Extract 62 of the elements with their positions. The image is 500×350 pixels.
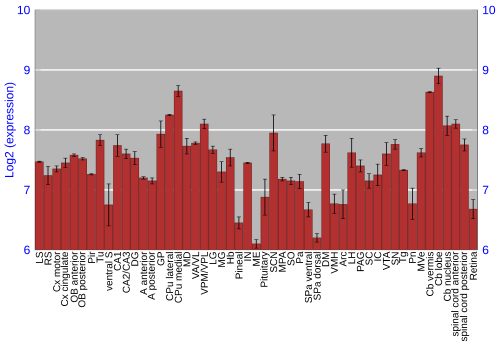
- x-tick-label: Pituitary: [260, 252, 270, 287]
- x-tick-label: OB posterior: [78, 252, 88, 308]
- x-tick-label: A anterior: [140, 252, 148, 295]
- y2-tick-label: 10: [483, 6, 496, 14]
- x-tick-label: OB anterior: [70, 252, 78, 302]
- x-tick-label: PAG: [356, 252, 364, 272]
- x-tick-label: VPM/VPL: [200, 252, 208, 295]
- x-tick-label: Arc: [340, 252, 347, 267]
- y2-tick-label: 9: [482, 66, 488, 74]
- x-tick-label: IC: [374, 252, 382, 261]
- x-tick-label: Pir: [88, 252, 96, 263]
- x-tick-label: SN: [392, 252, 399, 265]
- x-tick-label: Cb nucleus: [443, 252, 451, 302]
- y-tick-label: 6: [24, 246, 30, 254]
- y-tick-label: 10: [18, 6, 30, 14]
- x-tick-label: SC: [366, 252, 373, 265]
- x-tick-label: Pn: [408, 252, 416, 263]
- x-tick-label: DG: [131, 252, 138, 266]
- x-tick-label: SO: [287, 252, 294, 266]
- x-tick-label: SCN: [270, 252, 278, 272]
- y-tick-label: 9: [24, 66, 30, 74]
- y-tick-label: 8: [24, 126, 30, 134]
- x-tick-label: Retina: [470, 252, 477, 280]
- x-tick-label: MPA: [278, 252, 286, 272]
- x-tick-label: SPa dorsal: [313, 252, 321, 300]
- x-tick-label: CPu medial: [174, 252, 182, 303]
- x-tick-label: CPu lateral: [166, 252, 174, 301]
- x-tick-label: Cx cingulate: [60, 252, 70, 306]
- x-tick-label: spinal cord anterior: [451, 252, 460, 336]
- x-tick-label: RS: [44, 252, 52, 265]
- x-tick-label: IN: [244, 252, 252, 261]
- x-tick-label: A posterior: [147, 252, 157, 300]
- x-tick-label: LG: [209, 252, 216, 264]
- y2-tick-label: 8: [482, 126, 488, 134]
- x-tick-label: Hb: [226, 252, 234, 264]
- x-tick-label: LS: [36, 252, 43, 263]
- y2-tick-label: 7: [482, 186, 488, 194]
- x-tick-label: Pa: [296, 252, 304, 263]
- x-tick-label: Cb lobe: [434, 252, 442, 286]
- y-tick-label: 7: [24, 186, 30, 194]
- x-tick-label: GP: [157, 252, 164, 266]
- x-tick-label: MG: [218, 252, 226, 267]
- x-tick-label: Cb vermis: [426, 252, 434, 296]
- y2-tick-label: 6: [482, 246, 488, 254]
- x-tick-label: LH: [348, 252, 356, 264]
- x-tick-label: Pineal: [235, 252, 243, 279]
- x-tick-label: SPa ventral: [304, 252, 312, 303]
- x-tick-label: MVe: [418, 252, 425, 271]
- x-tick-label: VA/VL: [192, 252, 200, 280]
- x-tick-label: DM: [322, 252, 330, 266]
- x-tick-label: spinal cord posterior: [460, 252, 470, 342]
- x-tick-label: VTA: [382, 252, 390, 270]
- x-tick-label: MD: [183, 252, 190, 266]
- x-tick-label: Tu: [96, 252, 104, 263]
- x-tick-label: CA2/CA3: [122, 252, 130, 293]
- x-tick-label: VMH: [330, 252, 338, 274]
- x-tick-label: ventral S: [105, 252, 112, 291]
- x-tick-label: CA1: [114, 252, 121, 271]
- x-tick-label: Tg: [399, 252, 408, 264]
- y-axis-title: Log2 (expression): [4, 82, 16, 178]
- x-tick-label: ME: [252, 252, 260, 266]
- x-tick-label: Cx motor: [53, 252, 60, 292]
